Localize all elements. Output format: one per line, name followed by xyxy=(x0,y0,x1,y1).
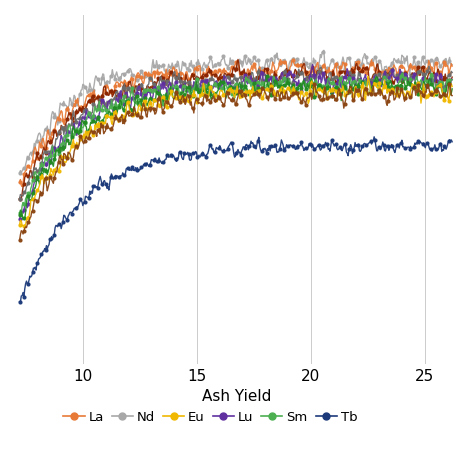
La xyxy=(19,183,25,189)
Lu xyxy=(310,62,315,68)
Eu xyxy=(226,88,231,93)
Nd xyxy=(321,47,327,53)
Lu xyxy=(17,216,22,222)
Nd xyxy=(274,50,280,56)
Tb xyxy=(18,299,23,305)
Eu xyxy=(252,92,257,98)
Nd xyxy=(225,65,230,71)
Tb xyxy=(275,149,281,155)
Tb xyxy=(226,144,231,149)
La xyxy=(278,57,283,63)
Lu xyxy=(251,86,256,92)
Sm xyxy=(18,213,23,219)
Tb xyxy=(371,134,377,140)
Sm xyxy=(226,86,231,91)
Sm xyxy=(372,77,378,82)
Line: Eu: Eu xyxy=(18,75,454,227)
Sm xyxy=(17,210,22,216)
Tb xyxy=(223,148,229,154)
Eu xyxy=(223,91,229,97)
Sm xyxy=(252,89,257,94)
Nd xyxy=(449,62,455,68)
Sm xyxy=(449,77,455,82)
La xyxy=(441,64,447,69)
X-axis label: Ash Yield: Ash Yield xyxy=(202,389,272,404)
Sm xyxy=(441,80,447,85)
Tb xyxy=(373,143,379,149)
Line: Sm: Sm xyxy=(18,72,454,217)
Eu xyxy=(373,81,379,86)
Tb xyxy=(441,147,447,153)
Line: Tb: Tb xyxy=(18,136,454,303)
Tb xyxy=(449,139,455,145)
Sm xyxy=(275,79,281,85)
Sm xyxy=(223,81,229,86)
Tb xyxy=(252,144,257,150)
Sm xyxy=(400,70,406,76)
Line: Nd: Nd xyxy=(18,49,454,174)
Eu xyxy=(449,84,455,90)
La xyxy=(226,73,231,79)
Nd xyxy=(440,60,446,66)
Line: Lu: Lu xyxy=(18,64,454,220)
La xyxy=(252,65,257,71)
Lu xyxy=(440,83,446,89)
Lu xyxy=(274,75,280,81)
La xyxy=(223,68,229,73)
Eu xyxy=(365,73,371,79)
Lu xyxy=(225,81,230,86)
Lu xyxy=(449,77,455,82)
Line: La: La xyxy=(18,58,454,188)
Eu xyxy=(20,223,26,228)
Nd xyxy=(222,60,228,66)
Tb xyxy=(17,299,22,304)
Legend: La, Nd, Eu, Lu, Sm, Tb: La, Nd, Eu, Lu, Sm, Tb xyxy=(58,405,363,429)
Lu xyxy=(372,74,378,80)
Eu xyxy=(441,95,447,101)
Eu xyxy=(275,94,281,100)
Nd xyxy=(372,54,378,60)
Nd xyxy=(251,55,256,60)
Eu xyxy=(17,222,22,228)
La xyxy=(449,63,455,69)
La xyxy=(373,73,379,79)
La xyxy=(275,67,281,73)
Lu xyxy=(222,74,228,80)
La xyxy=(17,180,22,185)
Nd xyxy=(17,170,22,175)
